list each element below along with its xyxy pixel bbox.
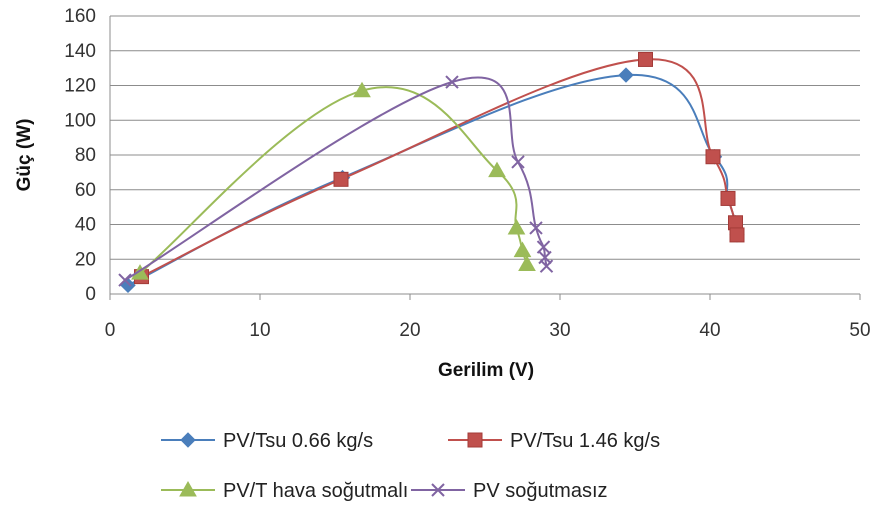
y-tick-label: 80 (75, 145, 96, 166)
data-point (118, 273, 132, 287)
y-axis-ticks: 0 20 40 60 80 100 120 140 160 (64, 6, 96, 305)
legend-label: PV/Tsu 0.66 kg/s (223, 430, 373, 452)
y-tick-label: 40 (75, 215, 96, 236)
y-tick-label: 120 (64, 76, 96, 97)
data-point (729, 227, 745, 243)
legend-label: PV/T hava soğutmalı (223, 480, 408, 502)
legend-item: PV/Tsu 1.46 kg/s (448, 430, 660, 452)
data-point (618, 67, 634, 83)
series-3 (131, 81, 536, 280)
axes (109, 16, 860, 295)
marker-stroke (445, 75, 459, 89)
x-tick-label: 20 (399, 320, 420, 341)
data-point (353, 81, 371, 98)
legend-marker (179, 480, 197, 497)
data-point (518, 255, 536, 271)
data-point (539, 259, 554, 273)
series-4 (118, 75, 554, 287)
legend-label: PV soğutmasız (473, 480, 608, 502)
y-tick-label: 60 (75, 180, 96, 201)
data-point (507, 218, 526, 235)
data-point (638, 51, 653, 67)
gridlines (110, 15, 860, 260)
series-2 (134, 51, 745, 285)
series-layer (118, 51, 745, 294)
marker-stroke (431, 483, 445, 497)
data-point (529, 221, 543, 235)
legend-item: PV/Tsu 0.66 kg/s (161, 430, 373, 452)
legend-item: PV/T hava soğutmalı (161, 480, 408, 502)
legend-marker (431, 483, 445, 497)
x-tick-label: 0 (105, 320, 116, 341)
data-point (445, 75, 459, 89)
data-point (705, 149, 721, 165)
data-point (511, 155, 525, 169)
marker-stroke (118, 273, 132, 287)
data-point (720, 190, 736, 206)
marker-stroke (529, 221, 543, 235)
data-point (513, 241, 532, 258)
legend-marker (180, 432, 196, 448)
x-tick-label: 10 (249, 320, 270, 341)
legend: PV/Tsu 0.66 kg/s PV/Tsu 1.46 kg/s PV/T hav… (161, 430, 660, 502)
y-tick-label: 160 (64, 6, 96, 27)
series-line (124, 76, 548, 281)
x-tick-label: 30 (549, 320, 570, 341)
x-tick-label: 40 (699, 320, 720, 341)
y-tick-label: 140 (64, 41, 96, 62)
y-tick-label: 20 (75, 249, 96, 270)
y-tick-label: 100 (64, 110, 96, 131)
y-tick-label: 0 (85, 284, 96, 305)
y-axis-title: Güç (W) (14, 119, 35, 192)
legend-marker (467, 432, 483, 448)
series-line (127, 74, 738, 287)
x-axis-title: Gerilim (V) (438, 360, 534, 381)
legend-label: PV/Tsu 1.46 kg/s (510, 430, 660, 452)
series-line (141, 58, 738, 278)
marker-stroke (539, 259, 554, 273)
data-point (333, 171, 349, 187)
data-point (120, 277, 136, 294)
legend-item: PV soğutmasız (411, 480, 608, 502)
x-tick-label: 50 (849, 320, 870, 341)
marker-stroke (511, 155, 525, 169)
x-axis-ticks: 0 10 20 30 40 50 (105, 294, 871, 341)
data-point (488, 161, 506, 178)
